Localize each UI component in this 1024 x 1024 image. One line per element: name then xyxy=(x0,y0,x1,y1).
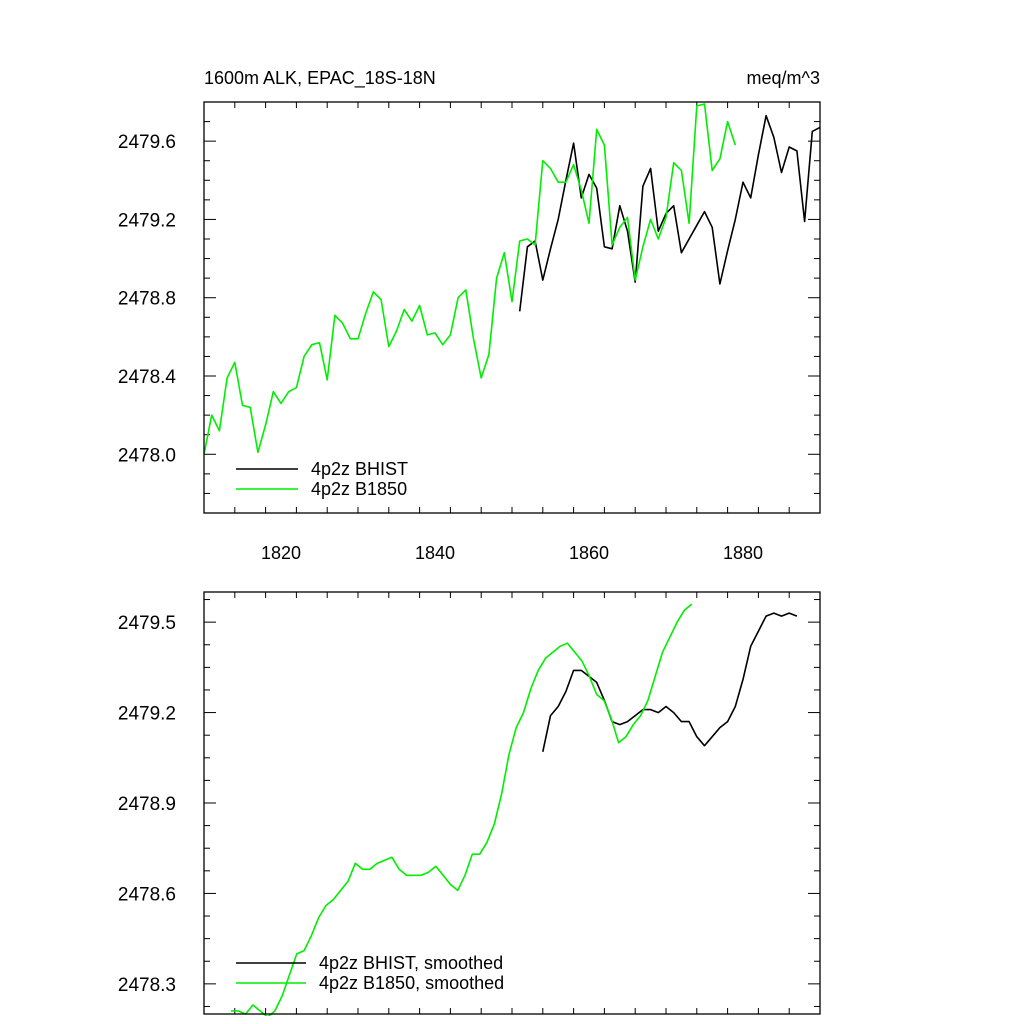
y-tick-label: 2479.2 xyxy=(118,704,176,725)
series-line-bhist xyxy=(542,612,798,752)
x-tick-label: 1860 xyxy=(569,543,609,563)
x-tick-label: 1840 xyxy=(415,543,455,563)
plot-frame xyxy=(203,101,821,514)
axes-ticks: 1820 1840 1860 1880 2478.0 2478.4 2478.8 2479.2… xyxy=(118,101,821,563)
y-tick-label: 2478.6 xyxy=(118,884,176,905)
y-tick-label: 2479.5 xyxy=(118,613,176,634)
axes-ticks: 2478.3 2478.6 2478.9 2479.2 2479.5 xyxy=(118,592,821,1014)
y-tick-label: 2478.8 xyxy=(118,289,176,310)
legend-label: 4p2z B1850 xyxy=(311,479,407,499)
y-tick-label: 2479.2 xyxy=(118,210,176,231)
y-tick-label: 2479.6 xyxy=(118,132,176,153)
series-lines xyxy=(203,103,821,455)
legend-label: 4p2z BHIST, smoothed xyxy=(319,953,503,973)
units-label: meq/m^3 xyxy=(747,68,820,88)
series-line-bhist xyxy=(518,114,821,312)
x-tick-label: 1820 xyxy=(261,543,301,563)
series-line-b1850 xyxy=(230,603,693,1016)
bottom-panel: 2478.3 2478.6 2478.9 2479.2 2479.5 4p2z BHIS… xyxy=(118,591,821,1016)
legend-label: 4p2z B1850, smoothed xyxy=(319,973,504,993)
y-tick-label: 2478.3 xyxy=(118,975,176,996)
y-tick-label: 2478.4 xyxy=(118,367,177,388)
series-lines xyxy=(230,603,798,1016)
chart-title: 1600m ALK, EPAC_18S-18N xyxy=(204,68,436,89)
plot-frame xyxy=(203,591,821,1015)
legend-label: 4p2z BHIST xyxy=(311,459,408,479)
top-panel: 1600m ALK, EPAC_18S-18N meq/m^3 1820 1840… xyxy=(118,68,821,563)
y-tick-label: 2478.9 xyxy=(118,794,176,815)
y-tick-label: 2478.0 xyxy=(118,445,176,466)
series-line-b1850 xyxy=(203,103,737,455)
x-tick-label: 1880 xyxy=(723,543,763,563)
